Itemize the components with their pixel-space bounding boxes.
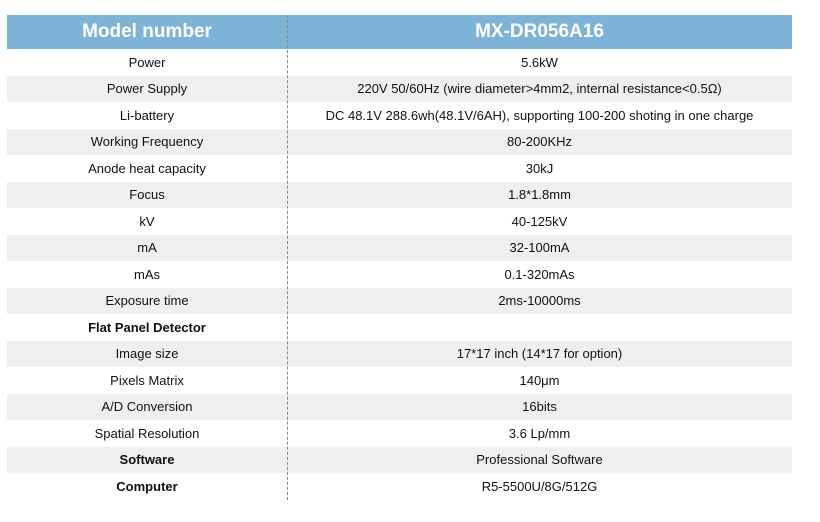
spec-label: Software — [119, 452, 175, 468]
spec-label: mAs — [134, 266, 160, 282]
spec-label: Computer — [116, 478, 178, 494]
spec-label: Anode heat capacity — [88, 160, 206, 176]
spec-value: 16bits — [522, 399, 557, 415]
table-row: Working Frequency 80-200KHz — [7, 128, 792, 155]
table-row: Flat Panel Detector — [7, 314, 792, 341]
spec-label: A/D Conversion — [101, 399, 193, 415]
spec-value: 220V 50/60Hz (wire diameter>4mm2, intern… — [357, 81, 722, 97]
spec-label: Spatial Resolution — [94, 425, 200, 441]
spec-value: 30kJ — [525, 160, 554, 176]
spec-label: mA — [137, 240, 157, 256]
spec-label: Power — [128, 54, 166, 70]
spec-label: Image size — [115, 346, 179, 362]
spec-label: Li-battery — [119, 107, 175, 123]
spec-label: Power Supply — [106, 81, 188, 97]
table-row: Computer R5-5500U/8G/512G — [7, 473, 792, 500]
table-row: Power 5.6kW — [7, 49, 792, 76]
table-row: Anode heat capacity 30kJ — [7, 155, 792, 182]
table-row: Power Supply 220V 50/60Hz (wire diameter>… — [7, 75, 792, 102]
table-row: Pixels Matrix 140μm — [7, 367, 792, 394]
table-row: Image size 17*17 inch (14*17 for option) — [7, 340, 792, 367]
spec-table: Model number MX-DR056A16 Power 5.6kW Power… — [7, 15, 792, 500]
spec-label: Pixels Matrix — [110, 372, 184, 388]
spec-value: 2ms-10000ms — [498, 293, 581, 309]
spec-label: kV — [139, 213, 155, 229]
spec-value: 140μm — [519, 372, 560, 388]
spec-value: 3.6 Lp/mm — [508, 425, 571, 441]
table-row: Exposure time 2ms-10000ms — [7, 287, 792, 314]
table-row: Li-battery DC 48.1V 288.6wh(48.1V/6AH), s… — [7, 102, 792, 129]
table-row: Software Professional Software — [7, 446, 792, 473]
table-row: A/D Conversion 16bits — [7, 393, 792, 420]
spec-label: Flat Panel Detector — [88, 319, 206, 335]
spec-value: R5-5500U/8G/512G — [481, 478, 598, 494]
spec-value: 5.6kW — [521, 54, 558, 70]
spec-value: Professional Software — [476, 452, 603, 468]
header-label: Model number — [82, 21, 212, 42]
table-row: Focus 1.8*1.8mm — [7, 181, 792, 208]
spec-value: 17*17 inch (14*17 for option) — [456, 346, 623, 362]
spec-value: 40-125kV — [511, 213, 568, 229]
spec-value: 1.8*1.8mm — [508, 187, 571, 203]
header-model: MX-DR056A16 — [475, 21, 604, 42]
table-row: mAs 0.1-320mAs — [7, 261, 792, 288]
table-row: kV 40-125kV — [7, 208, 792, 235]
spec-value: 0.1-320mAs — [504, 266, 575, 282]
column-divider — [287, 15, 288, 500]
spec-label: Working Frequency — [90, 134, 204, 150]
table-row: mA 32-100mA — [7, 234, 792, 261]
spec-value: 80-200KHz — [506, 134, 573, 150]
spec-value: DC 48.1V 288.6wh(48.1V/6AH), supporting … — [325, 107, 754, 123]
spec-label: Focus — [129, 187, 165, 203]
table-header: Model number MX-DR056A16 — [7, 15, 792, 49]
spec-label: Exposure time — [105, 293, 189, 309]
table-row: Spatial Resolution 3.6 Lp/mm — [7, 420, 792, 447]
spec-value: 32-100mA — [509, 240, 570, 256]
